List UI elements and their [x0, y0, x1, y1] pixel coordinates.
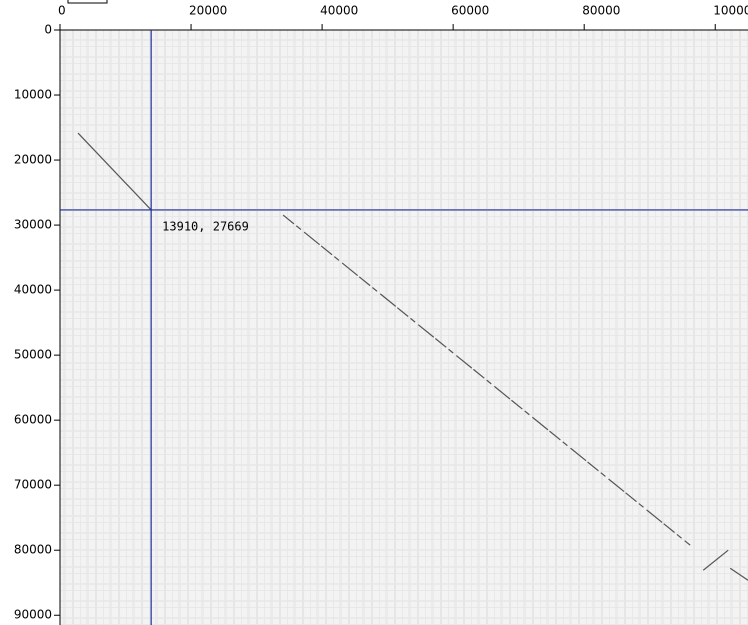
- alignment-segment: [729, 567, 748, 581]
- y-tick-label: 40000: [14, 283, 52, 297]
- x-tick-label: 80000: [582, 4, 620, 18]
- y-tick-label: 90000: [14, 608, 52, 622]
- y-tick-label: 20000: [14, 153, 52, 167]
- x-tick-label: 0: [58, 4, 66, 18]
- x-tick-label: 40000: [320, 4, 358, 18]
- plot-background: [60, 30, 748, 625]
- alignment-segment: [702, 549, 729, 571]
- crosshair-label: 13910, 27669: [162, 219, 249, 233]
- y-tick-label: 0: [44, 23, 52, 37]
- y-tick-label: 70000: [14, 478, 52, 492]
- y-tick-label: 10000: [14, 88, 52, 102]
- y-tick-label: 80000: [14, 543, 52, 557]
- y-tick-label: 50000: [14, 348, 52, 362]
- alignment-segment: [282, 214, 691, 546]
- y-tick-label: 30000: [14, 218, 52, 232]
- x-tick-label: 60000: [451, 4, 489, 18]
- scale-box: [67, 0, 108, 4]
- alignment-segment: [77, 132, 152, 211]
- y-tick-label: 60000: [14, 413, 52, 427]
- x-tick-label: 20000: [189, 4, 227, 18]
